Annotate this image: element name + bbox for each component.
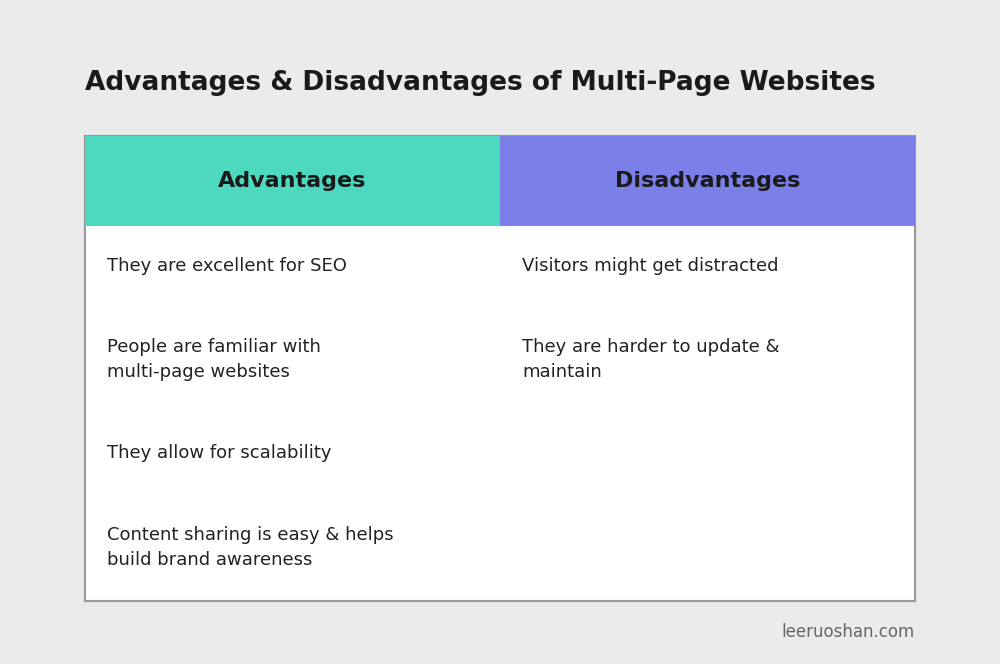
Text: Advantages & Disadvantages of Multi-Page Websites: Advantages & Disadvantages of Multi-Page… [85, 70, 876, 96]
Text: leeruoshan.com: leeruoshan.com [782, 623, 915, 641]
Text: They are harder to update &
maintain: They are harder to update & maintain [522, 338, 780, 381]
Text: They are excellent for SEO: They are excellent for SEO [107, 257, 347, 275]
Text: Advantages: Advantages [218, 171, 367, 191]
Text: Visitors might get distracted: Visitors might get distracted [522, 257, 778, 275]
Text: Disadvantages: Disadvantages [615, 171, 800, 191]
Text: They allow for scalability: They allow for scalability [107, 444, 332, 462]
Text: People are familiar with
multi-page websites: People are familiar with multi-page webs… [107, 338, 321, 381]
Text: Content sharing is easy & helps
build brand awareness: Content sharing is easy & helps build br… [107, 526, 394, 568]
